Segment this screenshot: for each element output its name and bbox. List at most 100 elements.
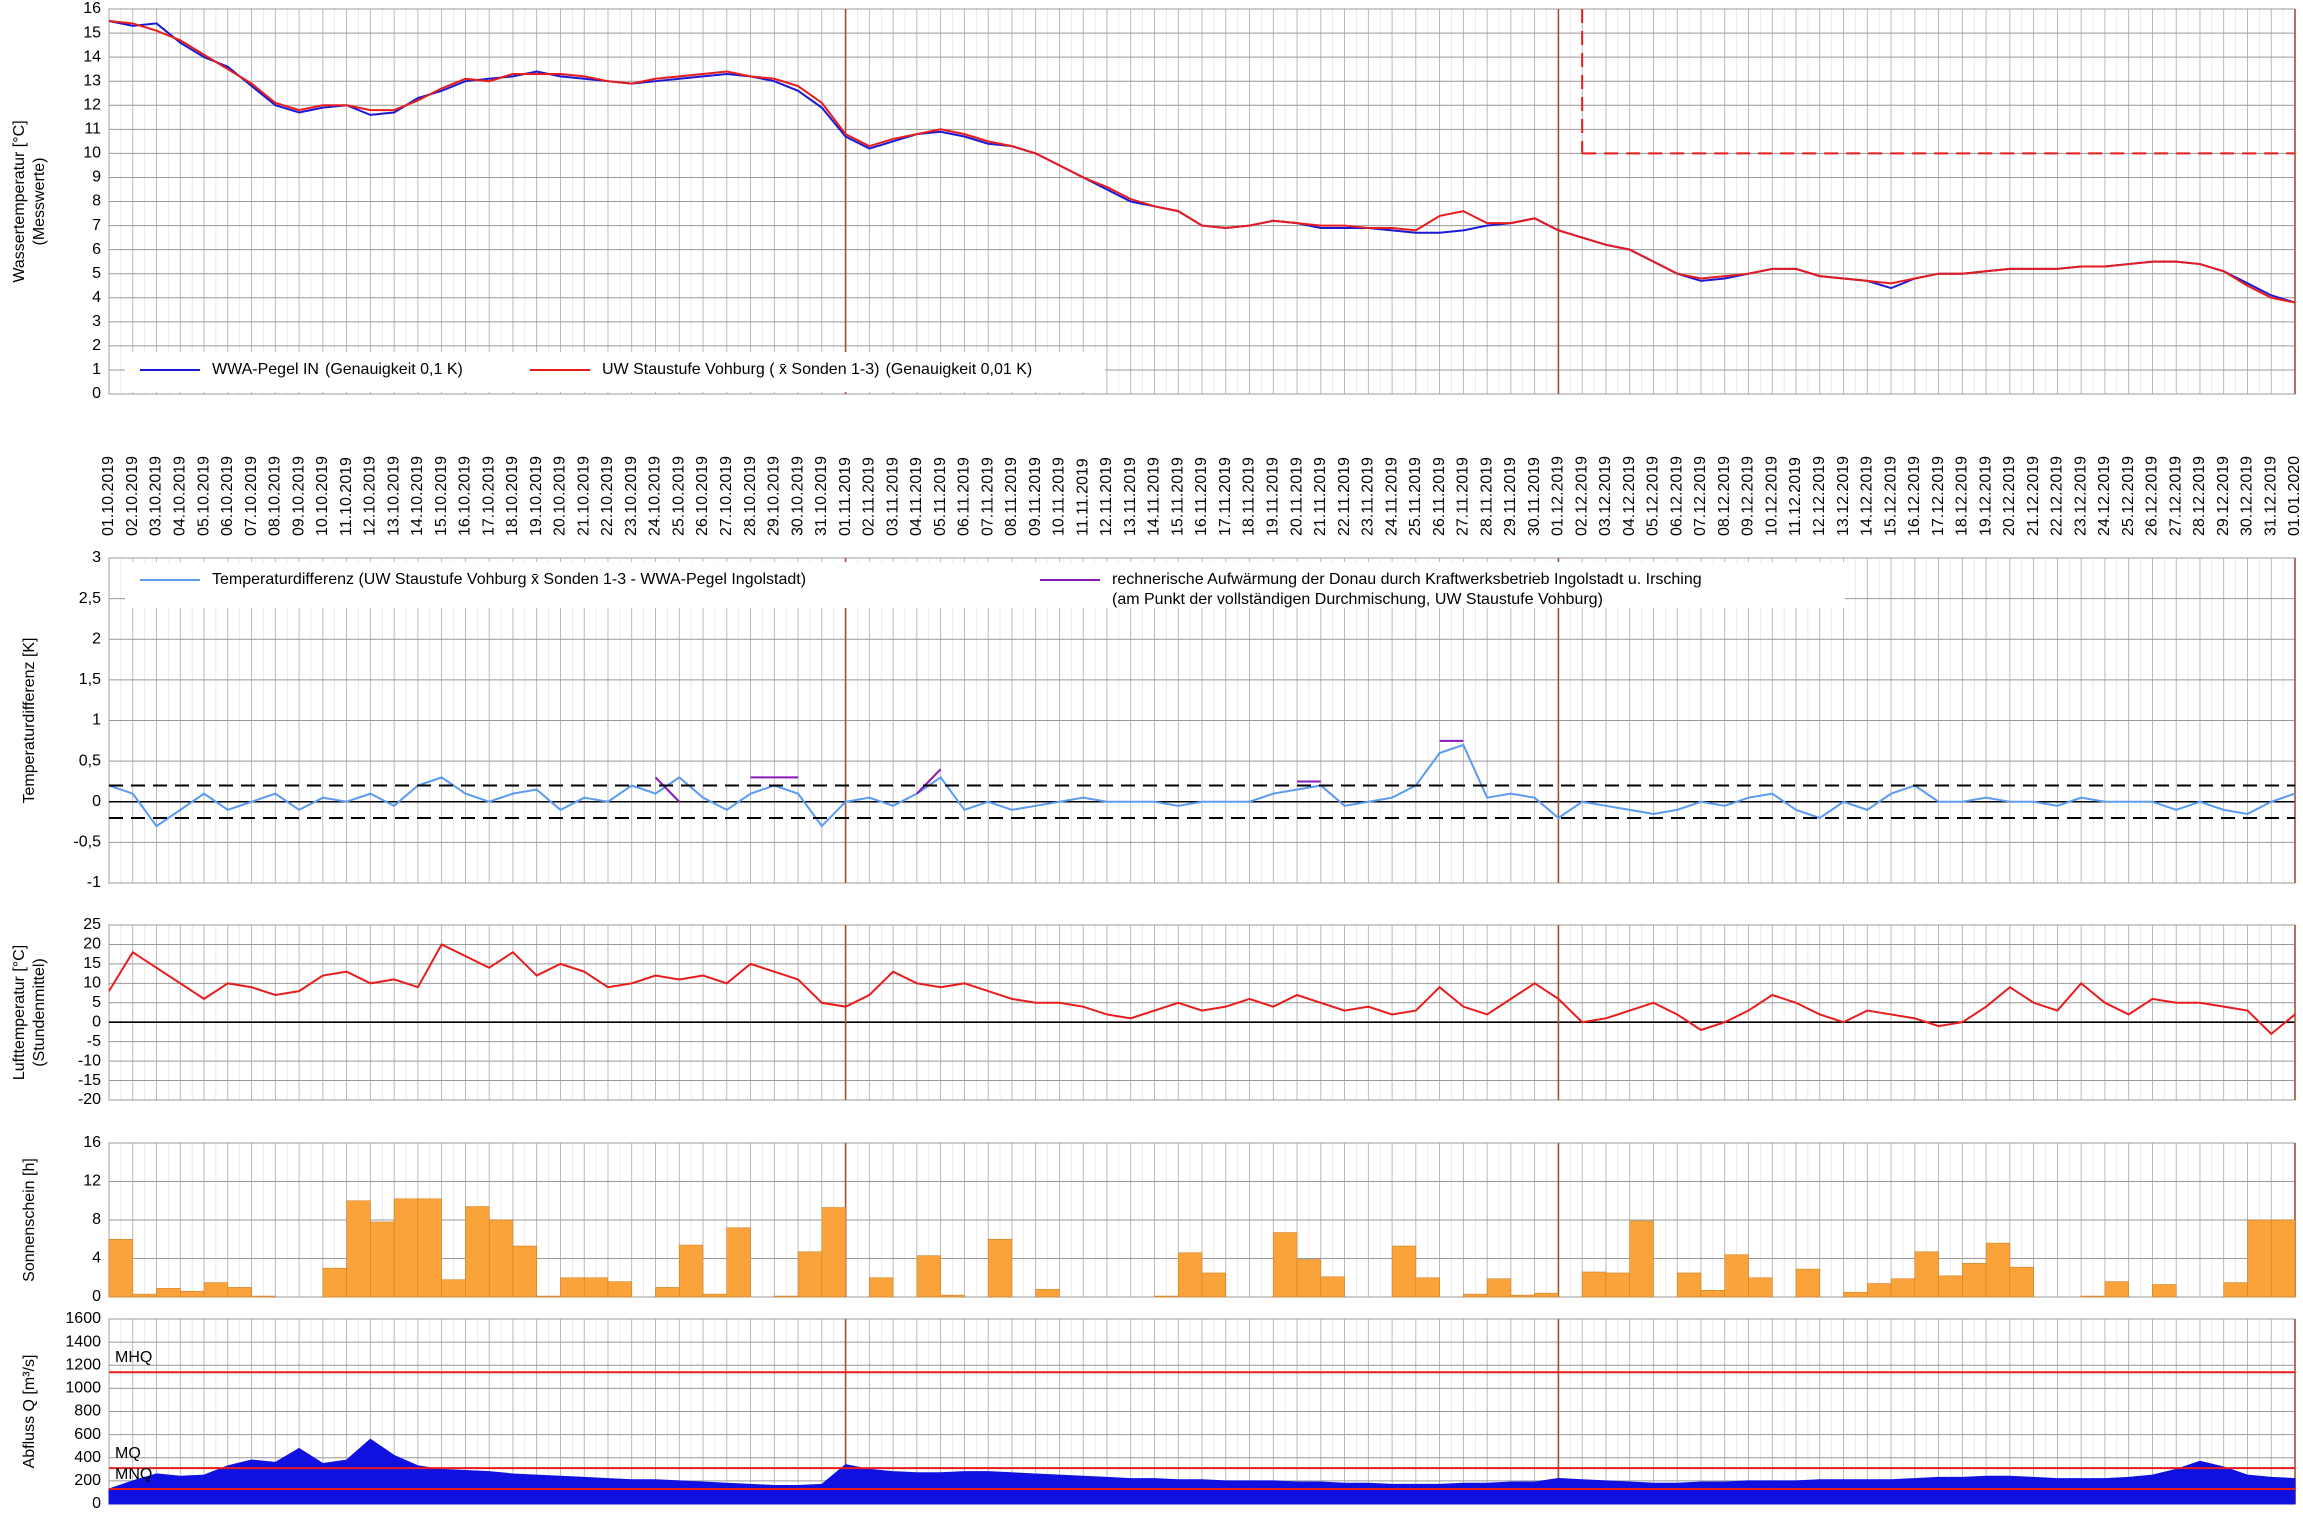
bar — [1320, 1276, 1345, 1298]
bar — [607, 1281, 632, 1298]
x-tick-label: 25.12.2019 — [2120, 456, 2137, 536]
bar — [322, 1267, 347, 1298]
x-tick-label: 22.11.2019 — [1336, 457, 1353, 536]
x-tick-label: 28.11.2019 — [1478, 457, 1495, 536]
x-tick-label: 11.11.2019 — [1074, 458, 1091, 536]
y-tick-label: 8 — [92, 193, 101, 210]
bar — [1605, 1272, 1630, 1298]
bar — [1795, 1268, 1821, 1298]
data-line — [654, 739, 1464, 803]
x-tick-label: 15.11.2019 — [1169, 457, 1186, 536]
x-tick-label: 02.11.2019 — [861, 457, 878, 536]
x-tick-label: 04.12.2019 — [1621, 456, 1638, 536]
x-tick-label: 18.12.2019 — [1954, 456, 1971, 536]
x-tick-label: 10.10.2019 — [314, 456, 331, 536]
y-tick-label: 4 — [92, 289, 101, 306]
x-tick-label: 30.12.2019 — [2239, 456, 2256, 536]
x-tick-label: 12.10.2019 — [362, 456, 379, 536]
x-tick-label: 28.10.2019 — [742, 456, 759, 536]
legend-label: WWA-Pegel IN — [212, 361, 319, 378]
y-tick-label: 5 — [92, 265, 101, 282]
bar — [1486, 1278, 1512, 1298]
x-tick-label: 12.11.2019 — [1098, 457, 1115, 536]
y-tick-label: 800 — [74, 1403, 101, 1420]
bar — [465, 1206, 490, 1298]
y-tick-label: 16 — [83, 0, 101, 17]
bar — [393, 1198, 419, 1298]
y-tick-label: -1 — [87, 874, 101, 891]
bar — [1035, 1289, 1060, 1298]
x-tick-label: 06.10.2019 — [219, 456, 236, 536]
bar — [1938, 1275, 1963, 1298]
x-tick-label: 09.12.2019 — [1740, 456, 1757, 536]
x-tick-label: 21.10.2019 — [575, 456, 592, 536]
x-tick-label: 02.12.2019 — [1573, 456, 1590, 536]
y-tick-label: -0,5 — [73, 834, 101, 851]
x-tick-label: 29.11.2019 — [1502, 457, 1519, 536]
bar — [1154, 1295, 1179, 1298]
x-tick-label: 10.12.2019 — [1763, 456, 1780, 536]
bar — [1748, 1277, 1773, 1298]
x-tick-label: 24.10.2019 — [647, 456, 664, 536]
bar — [987, 1239, 1013, 1298]
y-axis-title: Wassertemperatur [°C] — [11, 120, 28, 282]
bar — [1391, 1245, 1417, 1298]
x-tick-label: 08.11.2019 — [1003, 457, 1020, 536]
bar — [1415, 1277, 1440, 1298]
x-tick-label: 18.10.2019 — [504, 456, 521, 536]
x-tick-label: 21.12.2019 — [2025, 456, 2042, 536]
x-tick-label: 15.12.2019 — [1882, 456, 1899, 536]
y-axis-title: Sonnenschein [h] — [21, 1158, 38, 1282]
x-tick-label: 30.10.2019 — [789, 456, 806, 536]
x-tick-label: 25.11.2019 — [1407, 457, 1424, 536]
bar — [1676, 1272, 1702, 1298]
bar — [132, 1293, 157, 1298]
y-tick-label: 15 — [83, 955, 101, 972]
y-tick-label: 0,5 — [79, 752, 101, 769]
bar — [679, 1244, 704, 1298]
x-tick-label: 14.12.2019 — [1859, 456, 1876, 536]
x-tick-label: 23.10.2019 — [623, 456, 640, 536]
bar — [370, 1221, 395, 1298]
y-tick-label: 5 — [92, 994, 101, 1011]
bar — [1700, 1290, 1725, 1298]
x-tick-label: 06.12.2019 — [1668, 456, 1685, 536]
x-tick-label: 11.10.2019 — [338, 457, 355, 536]
bar — [2080, 1295, 2106, 1298]
y-tick-label: 4 — [92, 1250, 101, 1267]
y-tick-label: 25 — [83, 916, 101, 933]
y-tick-label: 16 — [83, 1134, 101, 1151]
data-line — [108, 20, 2296, 304]
bar — [441, 1279, 466, 1298]
y-tick-label: 10 — [83, 145, 101, 162]
bar — [251, 1295, 276, 1298]
y-axis-title: Lufttemperatur [°C] — [11, 945, 28, 1080]
legend-note: (Genauigkeit 0,01 K) — [885, 361, 1032, 378]
y-tick-label: 11 — [84, 121, 101, 138]
bar — [180, 1290, 205, 1298]
x-tick-label: 01.10.2019 — [100, 456, 117, 536]
y-tick-label: -20 — [78, 1091, 101, 1108]
x-tick-label: 13.11.2019 — [1122, 457, 1139, 536]
x-tick-label: 24.11.2019 — [1383, 457, 1400, 536]
bar — [821, 1207, 846, 1298]
bar — [2152, 1284, 2177, 1298]
y-tick-label: 600 — [74, 1426, 101, 1443]
y-tick-label: 9 — [92, 169, 101, 186]
y-tick-label: 1 — [92, 712, 101, 729]
y-tick-label: 0 — [92, 1013, 101, 1030]
y-axis-title: Abfluss Q [m³/s] — [21, 1355, 38, 1469]
bar — [1843, 1291, 1868, 1298]
legend-note: (am Punkt der vollständigen Durchmischun… — [1112, 591, 1603, 608]
y-tick-label: 6 — [92, 241, 101, 258]
x-tick-label: 01.11.2019 — [837, 457, 854, 536]
x-tick-label: 05.12.2019 — [1645, 456, 1662, 536]
y-tick-label: 200 — [74, 1472, 101, 1489]
bar — [1985, 1242, 2011, 1298]
x-tick-label: 02.10.2019 — [124, 456, 141, 536]
x-tick-label: 13.10.2019 — [385, 456, 402, 536]
y-tick-label: 1400 — [65, 1333, 101, 1350]
y-tick-label: 3 — [92, 313, 101, 330]
bar — [488, 1219, 514, 1298]
